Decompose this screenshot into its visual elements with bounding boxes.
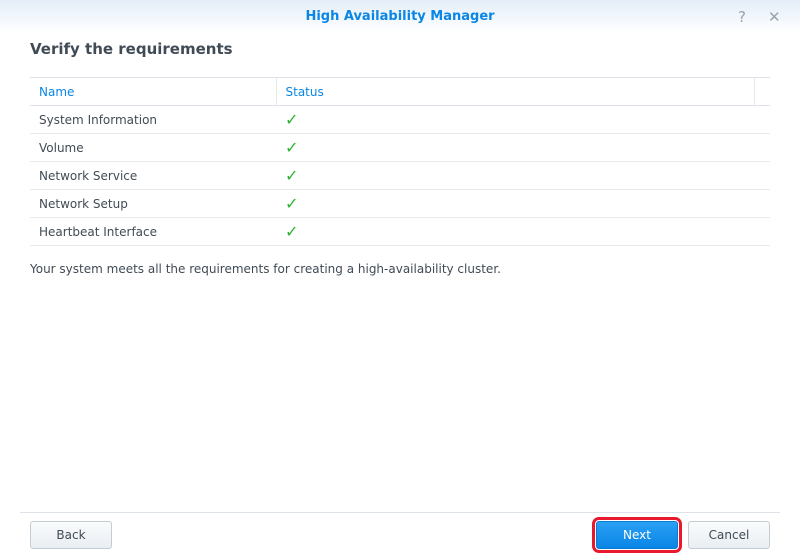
row-name: Volume [30, 133, 276, 162]
footer-divider [20, 512, 780, 513]
column-header-status[interactable]: Status [276, 77, 755, 106]
column-header-name[interactable]: Name [30, 77, 277, 106]
cancel-button[interactable]: Cancel [688, 521, 770, 549]
row-name: Network Service [30, 161, 276, 190]
back-button[interactable]: Back [30, 521, 112, 549]
help-icon[interactable]: ? [738, 8, 746, 26]
column-header-extra [754, 77, 770, 106]
check-icon: ✓ [276, 161, 770, 190]
close-icon[interactable]: ✕ [768, 8, 781, 26]
check-icon: ✓ [276, 217, 770, 246]
table-row[interactable]: System Information ✓ [30, 105, 770, 134]
check-icon: ✓ [276, 189, 770, 218]
row-name: Network Setup [30, 189, 276, 218]
next-button[interactable]: Next [592, 517, 682, 553]
check-icon: ✓ [276, 133, 770, 162]
table-row[interactable]: Heartbeat Interface ✓ [30, 217, 770, 246]
row-name: Heartbeat Interface [30, 217, 276, 246]
table-row[interactable]: Network Setup ✓ [30, 189, 770, 218]
page-heading: Verify the requirements [30, 40, 233, 58]
requirements-message: Your system meets all the requirements f… [30, 262, 501, 276]
row-name: System Information [30, 105, 276, 134]
table-row[interactable]: Network Service ✓ [30, 161, 770, 190]
window-title: High Availability Manager [305, 9, 495, 24]
requirements-table: Name Status System Information ✓ Volume ✓ … [30, 77, 770, 246]
check-icon: ✓ [276, 105, 770, 134]
table-row[interactable]: Volume ✓ [30, 133, 770, 162]
title-bar: High Availability Manager ? ✕ [0, 0, 800, 34]
